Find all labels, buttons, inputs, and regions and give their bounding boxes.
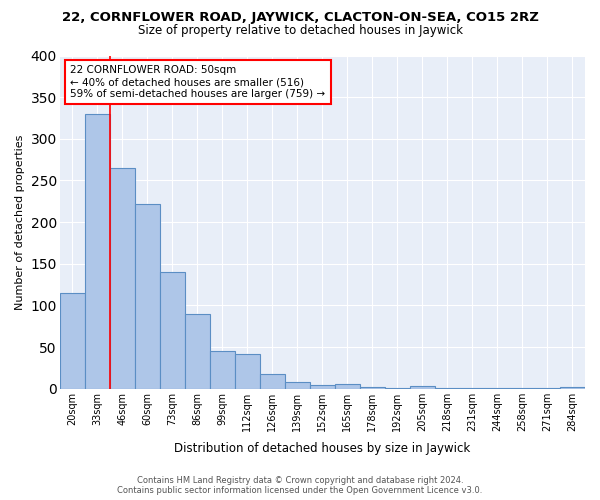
Bar [160, 272, 185, 388]
X-axis label: Distribution of detached houses by size in Jaywick: Distribution of detached houses by size … [174, 442, 470, 455]
Bar [310, 384, 335, 388]
Bar [260, 374, 285, 388]
Bar [135, 204, 160, 388]
Bar [185, 314, 210, 388]
Text: Size of property relative to detached houses in Jaywick: Size of property relative to detached ho… [137, 24, 463, 37]
Bar [110, 168, 135, 388]
Bar [335, 384, 360, 388]
Bar [360, 387, 385, 388]
Text: 22, CORNFLOWER ROAD, JAYWICK, CLACTON-ON-SEA, CO15 2RZ: 22, CORNFLOWER ROAD, JAYWICK, CLACTON-ON… [62, 11, 538, 24]
Bar [85, 114, 110, 388]
Y-axis label: Number of detached properties: Number of detached properties [15, 134, 25, 310]
Bar [235, 354, 260, 388]
Text: Contains HM Land Registry data © Crown copyright and database right 2024.
Contai: Contains HM Land Registry data © Crown c… [118, 476, 482, 495]
Text: 22 CORNFLOWER ROAD: 50sqm
← 40% of detached houses are smaller (516)
59% of semi: 22 CORNFLOWER ROAD: 50sqm ← 40% of detac… [70, 66, 325, 98]
Bar [285, 382, 310, 388]
Bar [60, 293, 85, 388]
Bar [560, 387, 585, 388]
Bar [210, 351, 235, 389]
Bar [410, 386, 435, 388]
